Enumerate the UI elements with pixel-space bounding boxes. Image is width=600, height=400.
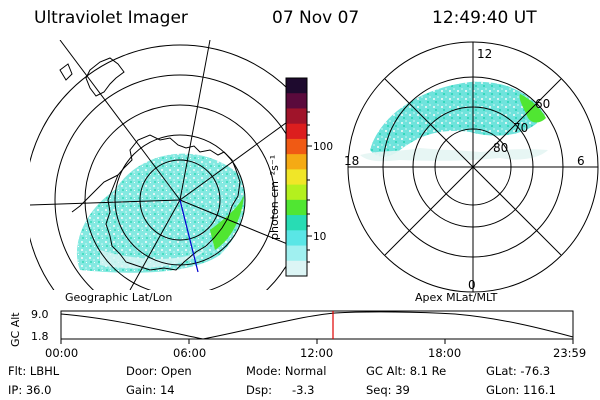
coastline-antarctica [105, 134, 241, 271]
mlt-label-6: 6 [577, 154, 585, 168]
lat-ring-2 [114, 134, 246, 266]
colorbar-segment [286, 108, 307, 125]
time-label: 12:49:40 UT [432, 8, 537, 28]
coastline-islands [59, 63, 73, 81]
colorbar-tick-100: 100 [313, 141, 333, 153]
status-flt: Flt: LBHL [8, 364, 60, 378]
colorbar-segment [286, 230, 307, 247]
status-door: Door: Open [126, 364, 192, 378]
altitude-xtick-1200: 12:00 [300, 346, 333, 360]
status-ip: IP: 36.0 [8, 383, 52, 397]
lat-ring-5 [30, 44, 290, 290]
colorbar-segment [286, 184, 307, 201]
colorbar-segment [286, 78, 307, 94]
altitude-xtick-2359: 23:59 [553, 346, 586, 360]
altitude-ytick-1-8: 1.8 [31, 330, 49, 343]
altitude-xtick-1800: 18:00 [428, 346, 461, 360]
date-label: 07 Nov 07 [272, 8, 360, 28]
footpoint-line [179, 199, 199, 273]
colorbar-segment [286, 245, 307, 262]
meridian-line [179, 119, 290, 201]
coastline-australia [85, 57, 125, 97]
mlt-label-12: 12 [477, 47, 492, 61]
status-gain: Gain: 14 [126, 383, 175, 397]
meridian-line [179, 199, 290, 246]
lat-ring-4 [54, 74, 290, 290]
status-gc-alt: GC Alt: 8.1 Re [366, 364, 447, 378]
lat-ring-3 [84, 104, 276, 290]
meridian-line [59, 40, 181, 201]
coastline-peninsula [71, 174, 119, 213]
mlt-label-18: 18 [344, 154, 359, 168]
colorbar-segment [286, 215, 307, 231]
status-dsp-value: -3.3 [292, 383, 315, 397]
aurora-image-mag [360, 81, 548, 162]
altitude-ytick-9: 9.0 [31, 308, 49, 321]
status-mode: Mode: Normal [246, 364, 327, 378]
meridian-line [30, 199, 181, 206]
mlt-diagonal [384, 78, 562, 256]
status-glat: GLat: -76.3 [486, 364, 551, 378]
geo-panel-label: Geographic Lat/Lon [65, 291, 172, 304]
instrument-title: Ultraviolet Imager [34, 8, 188, 28]
altitude-ylabel: GC Alt [9, 312, 22, 347]
mlat-label-60: 60 [535, 97, 550, 111]
status-dsp-label: Dsp: [246, 383, 273, 397]
altitude-xtick-0600: 06:00 [173, 346, 206, 360]
colorbar-segment [286, 138, 307, 155]
colorbar-segment [286, 199, 307, 216]
colorbar-segment [286, 93, 307, 110]
colorbar-label: photon cm⁻²s⁻¹ [268, 155, 281, 240]
meridian-line [179, 40, 211, 201]
mag-panel-label: Apex MLat/MLT [415, 291, 498, 304]
lat-ring-1 [139, 159, 221, 241]
altitude-curve [60, 311, 574, 340]
colorbar-segment [286, 154, 307, 170]
altitude-xtick-0000: 00:00 [45, 346, 78, 360]
status-seq: Seq: 39 [366, 383, 410, 397]
colorbar-segment [286, 169, 307, 186]
mlat-label-80: 80 [493, 141, 508, 155]
colorbar-segment [286, 260, 307, 277]
status-glon: GLon: 116.1 [486, 383, 556, 397]
meridian-line [129, 199, 181, 290]
colorbar-segment [286, 123, 307, 140]
colorbar-tick-10: 10 [313, 231, 326, 243]
mlat-label-70: 70 [513, 121, 528, 135]
mlt-label-0: 0 [468, 278, 476, 292]
